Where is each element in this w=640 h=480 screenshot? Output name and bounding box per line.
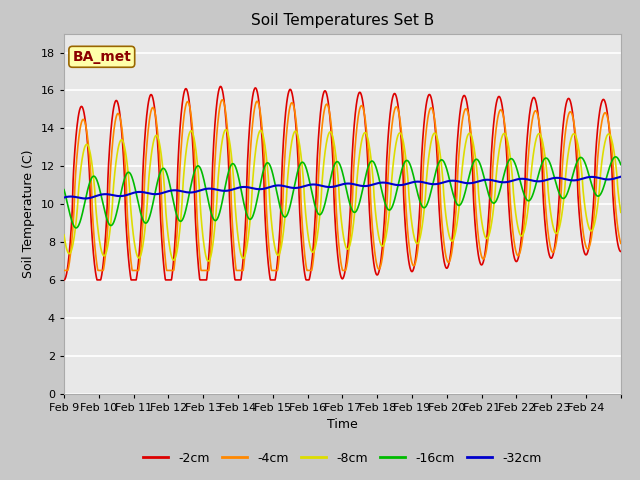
Text: BA_met: BA_met xyxy=(72,50,131,64)
Legend: -2cm, -4cm, -8cm, -16cm, -32cm: -2cm, -4cm, -8cm, -16cm, -32cm xyxy=(138,447,547,469)
Title: Soil Temperatures Set B: Soil Temperatures Set B xyxy=(251,13,434,28)
X-axis label: Time: Time xyxy=(327,418,358,431)
Y-axis label: Soil Temperature (C): Soil Temperature (C) xyxy=(22,149,35,278)
